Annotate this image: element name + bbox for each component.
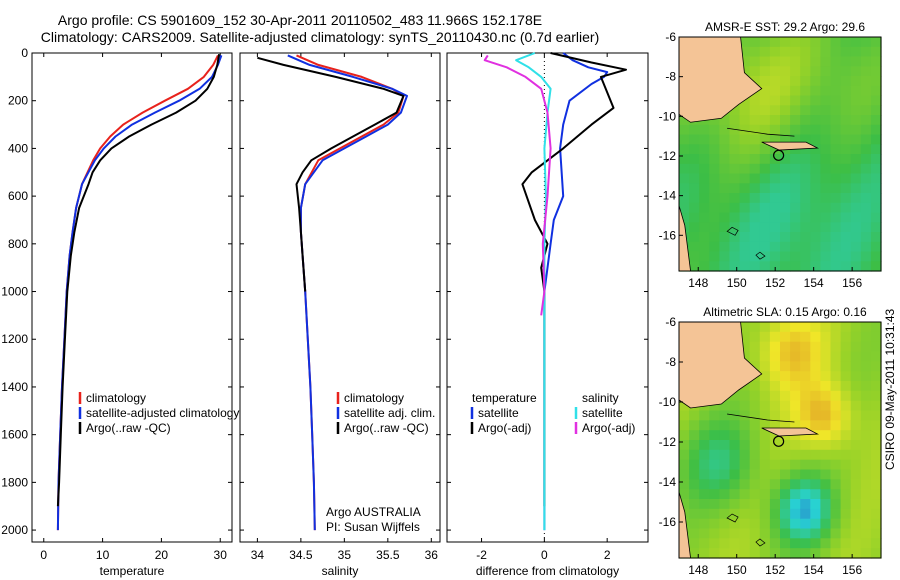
panel-frame-2 — [446, 52, 649, 543]
map-y-tick-label: -8 — [665, 70, 676, 84]
y-tick-label: 1200 — [1, 332, 28, 346]
diff-legend-temp-label-1: Argo(-adj) — [478, 421, 531, 435]
argo-location-marker — [773, 149, 785, 161]
plot-title-line2: Climatology: CARS2009. Satellite-adjuste… — [40, 29, 600, 45]
map-x-tick-label: 150 — [727, 563, 747, 577]
pi-annotation-2: PI: Susan Wijffels — [326, 520, 420, 534]
map-x-tick-label: 154 — [804, 563, 824, 577]
y-tick-label: 1400 — [1, 380, 28, 394]
x-tick-label: 35.5 — [376, 548, 400, 562]
land-islands — [761, 141, 820, 151]
diff-legend-temp-title: temperature — [472, 391, 537, 405]
x-tick-label: 0 — [541, 548, 548, 562]
x-tick-label: 30 — [214, 548, 228, 562]
y-tick-label: 2000 — [1, 523, 28, 537]
argo-location-marker — [773, 435, 785, 447]
temp-legend-label-1: satellite-adjusted climatology — [86, 406, 239, 420]
sal-legend-label-2: Argo(..raw -QC) — [344, 421, 429, 435]
series-salinity-satellite — [515, 52, 552, 531]
x-tick-label: 34.5 — [289, 548, 313, 562]
reef-line — [727, 127, 795, 137]
map-y-tick-label: -6 — [665, 315, 676, 329]
panel-frame-0 — [31, 52, 233, 543]
y-tick-label: 1600 — [1, 428, 28, 442]
map-x-tick-label: 150 — [727, 276, 747, 290]
sst-map-title: AMSR-E SST: 29.2 Argo: 29.6 — [704, 20, 866, 34]
sal-legend-label-1: satellite adj. clim. — [344, 406, 435, 420]
series-argo-raw-qc- — [257, 56, 405, 292]
diff-legend-sal-label-0: satellite — [582, 406, 623, 420]
map-x-tick-label: 148 — [688, 563, 708, 577]
x-tick-label: -2 — [476, 548, 487, 562]
map-frame — [678, 321, 882, 559]
map-y-tick-label: -14 — [659, 475, 677, 489]
temp-legend-label-0: climatology — [86, 391, 146, 405]
map-frame — [678, 36, 882, 272]
diff-legend-temp-label-0: satellite — [478, 406, 519, 420]
x-axis-label: salinity — [322, 564, 359, 578]
map-y-tick-label: -14 — [659, 189, 677, 203]
map-y-tick-label: -8 — [665, 355, 676, 369]
x-tick-label: 34 — [251, 548, 265, 562]
series-argo-raw-qc- — [56, 54, 221, 507]
diff-legend-sal-title: salinity — [582, 391, 619, 405]
x-tick-label: 0 — [40, 548, 47, 562]
map-y-tick-label: -16 — [659, 515, 677, 529]
side-label: CSIRO 09-May-2011 10:31:43 — [883, 308, 897, 470]
diff-legend-sal-label-1: Argo(-adj) — [582, 421, 635, 435]
map-x-tick-label: 152 — [765, 563, 785, 577]
series-satellite-adj-clim- — [287, 54, 408, 531]
sal-legend-label-0: climatology — [344, 391, 404, 405]
land-islands — [761, 427, 820, 437]
x-tick-label: 10 — [96, 548, 110, 562]
y-tick-label: 600 — [8, 189, 28, 203]
pi-annotation-1: Argo AUSTRALIA — [326, 505, 421, 519]
x-axis-label: difference from climatology — [476, 564, 619, 578]
map-y-tick-label: -12 — [659, 149, 677, 163]
land-new-guinea — [678, 321, 763, 409]
x-tick-label: 35 — [338, 548, 352, 562]
map-x-tick-label: 156 — [842, 563, 862, 577]
y-tick-label: 800 — [8, 237, 28, 251]
plot-title-line1: Argo profile: CS 5901609_152 30-Apr-2011… — [57, 12, 543, 28]
map-x-tick-label: 154 — [804, 276, 824, 290]
map-amsr-sst-map — [678, 36, 882, 272]
x-tick-label: 2 — [604, 548, 611, 562]
temp-legend-label-2: Argo(..raw -QC) — [86, 421, 171, 435]
map-y-tick-label: -10 — [659, 109, 677, 123]
y-tick-label: 400 — [8, 141, 28, 155]
y-tick-label: 1000 — [1, 285, 28, 299]
reef-outlines — [726, 513, 766, 547]
map-altimetric-sla-map — [678, 321, 882, 559]
map-y-tick-label: -6 — [665, 30, 676, 44]
sla-map-title: Altimetric SLA: 0.15 Argo: 0.16 — [703, 305, 867, 319]
y-tick-label: 200 — [8, 94, 28, 108]
map-y-tick-label: -10 — [659, 395, 677, 409]
reef-outlines — [726, 226, 766, 260]
map-x-tick-label: 152 — [765, 276, 785, 290]
map-y-tick-label: -16 — [659, 228, 677, 242]
map-x-tick-label: 148 — [688, 276, 708, 290]
reef-line — [727, 413, 795, 423]
land-new-guinea — [678, 36, 763, 123]
y-tick-label: 1800 — [1, 475, 28, 489]
panel-frame-1 — [239, 52, 441, 543]
series-salinity-argo-adj- — [483, 54, 552, 316]
map-x-tick-label: 156 — [842, 276, 862, 290]
map-y-tick-label: -12 — [659, 435, 677, 449]
y-tick-label: 0 — [21, 46, 28, 60]
x-tick-label: 36 — [425, 548, 439, 562]
x-tick-label: 20 — [155, 548, 169, 562]
x-axis-label: temperature — [100, 564, 165, 578]
